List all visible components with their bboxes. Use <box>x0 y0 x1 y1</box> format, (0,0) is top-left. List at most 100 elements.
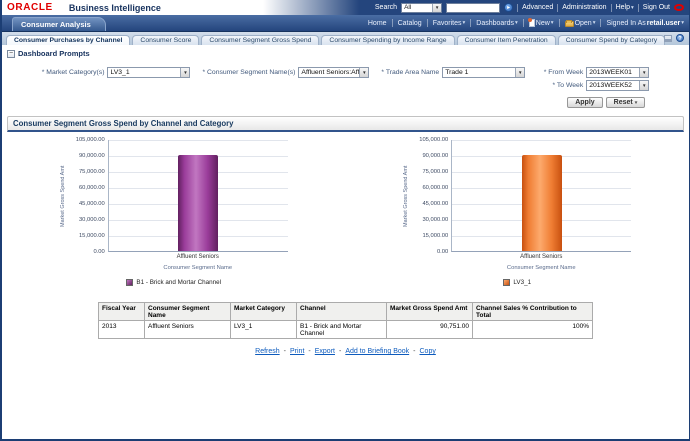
cell-consumer-segment-name: Affluent Seniors <box>144 320 231 339</box>
add-to-briefing-book-link[interactable]: Add to Briefing Book <box>345 348 410 355</box>
dashboard-title-tab[interactable]: Consumer Analysis <box>12 17 106 31</box>
chart-market-category: Market Gross Spend Amt 105,000.00 90,000… <box>346 137 690 286</box>
separator <box>600 19 602 27</box>
separator <box>557 3 559 12</box>
chart-legend: LV3_1 <box>503 279 531 286</box>
y-tick: 15,000.00 <box>422 233 449 239</box>
signed-in-as-label: Signed In As <box>606 19 646 27</box>
tab-consumer-score[interactable]: Consumer Score <box>132 34 200 45</box>
nav-dashboards[interactable]: Dashboards ▾ <box>476 20 518 27</box>
help-menu-label: Help <box>615 4 630 11</box>
tab-consumer-spending-by-income-range[interactable]: Consumer Spending by Income Range <box>321 34 455 45</box>
copy-link[interactable]: Copy <box>419 348 436 355</box>
prompt-trade-area: * Trade Area Name Trade 1 ▼ <box>381 67 526 78</box>
from-week-select[interactable]: 2013WEEK01 ▼ <box>586 67 650 78</box>
page-options-icon[interactable] <box>664 34 672 42</box>
administration-link[interactable]: Administration <box>562 4 607 11</box>
y-tick: 105,000.00 <box>419 137 449 143</box>
legend-swatch <box>126 279 134 286</box>
chevron-down-icon[interactable]: ▼ <box>639 68 649 77</box>
global-header-bar: ORACLE Business Intelligence Search All … <box>2 0 689 15</box>
help-icon[interactable]: ? <box>676 34 684 42</box>
refresh-link[interactable]: Refresh <box>255 348 280 355</box>
to-week-select[interactable]: 2013WEEK52 ▼ <box>586 80 650 91</box>
tab-consumer-spend-by-category[interactable]: Consumer Spend by Category <box>557 34 666 45</box>
nav-home[interactable]: Home <box>367 19 387 27</box>
signed-in-as[interactable]: Signed In As retail.user ▾ <box>606 20 684 27</box>
nav-new[interactable]: New ▾ <box>527 18 554 27</box>
oracle-logo: ORACLE <box>7 2 53 13</box>
tab-consumer-item-penetration[interactable]: Consumer Item Penetration <box>456 34 556 45</box>
prompt-week-range: * From Week 2013WEEK01 ▼ * To Week 2013W… <box>537 67 650 108</box>
chart-legend: B1 - Brick and Mortar Channel <box>126 279 221 286</box>
link-separator: - <box>413 348 416 355</box>
col-market-gross-spend-amt: Market Gross Spend Amt <box>386 302 473 321</box>
search-go-icon[interactable]: ▸ <box>504 3 514 12</box>
table-header-row: Fiscal Year Consumer Segment Name Market… <box>98 302 593 321</box>
chevron-down-icon[interactable]: ▼ <box>359 68 369 77</box>
search-scope-select[interactable]: All ▼ <box>401 2 443 13</box>
section-title: Consumer Segment Gross Spend by Channel … <box>13 119 234 128</box>
nav-open[interactable]: Open ▾ <box>564 19 595 27</box>
nav-open-label: Open <box>574 19 592 27</box>
nav-new-label: New <box>535 19 550 27</box>
chart-bar[interactable] <box>521 155 562 251</box>
cell-channel-sales-contribution: 100% <box>472 320 593 339</box>
chevron-down-icon[interactable]: ▼ <box>432 3 442 12</box>
plot-column: Affluent Seniors Consumer Segment Name <box>107 140 288 271</box>
chevron-down-icon[interactable]: ▼ <box>639 81 649 90</box>
y-tick: 30,000.00 <box>78 217 105 223</box>
y-tick: 0.00 <box>93 249 105 255</box>
prompt-to-week: * To Week 2013WEEK52 ▼ <box>537 80 650 91</box>
results-table: Fiscal Year Consumer Segment Name Market… <box>98 302 593 339</box>
nav-favorites[interactable]: Favorites ▾ <box>433 20 466 27</box>
cell-market-category: LV3_1 <box>230 320 297 339</box>
consumer-segment-select[interactable]: Affluent Seniors:Aff ▼ <box>298 67 370 78</box>
open-folder-icon <box>564 20 574 27</box>
page-tab-strip: Consumer Purchases by Channel Consumer S… <box>2 32 689 45</box>
search-input[interactable] <box>446 2 501 13</box>
market-category-select[interactable]: LV3_1 ▼ <box>107 67 191 78</box>
tab-consumer-segment-gross-spend[interactable]: Consumer Segment Gross Spend <box>201 34 320 45</box>
legend-swatch <box>503 279 511 286</box>
advanced-link[interactable]: Advanced <box>522 4 554 11</box>
product-title: Business Intelligence <box>68 2 161 13</box>
prompt-label: * From Week <box>543 69 584 76</box>
prompt-label: * To Week <box>552 82 584 89</box>
collapse-icon[interactable]: − <box>7 49 15 58</box>
plot-area <box>451 140 632 252</box>
nav-catalog[interactable]: Catalog <box>397 19 422 27</box>
y-tick: 75,000.00 <box>422 169 449 175</box>
reset-button[interactable]: Reset ▾ <box>605 97 646 108</box>
chevron-down-icon: ▾ <box>462 20 466 26</box>
export-link[interactable]: Export <box>314 348 335 355</box>
chart-bar[interactable] <box>178 155 219 251</box>
apply-button[interactable]: Apply <box>567 97 603 108</box>
current-user: retail.user <box>646 19 681 27</box>
chart-body: Market Gross Spend Amt 105,000.00 90,000… <box>403 137 632 271</box>
chevron-down-icon: ▾ <box>550 20 554 26</box>
col-channel-sales-contribution: Channel Sales % Contribution to Total <box>472 302 593 321</box>
print-link[interactable]: Print <box>290 348 305 355</box>
y-tick: 60,000.00 <box>78 185 105 191</box>
y-tick: 45,000.00 <box>78 201 105 207</box>
sign-out-link[interactable]: Sign Out <box>642 4 670 11</box>
separator <box>426 19 428 27</box>
y-tick: 105,000.00 <box>75 137 105 143</box>
y-tick: 0.00 <box>436 249 449 255</box>
search-label: Search <box>374 4 398 11</box>
y-tick: 90,000.00 <box>78 153 105 159</box>
col-market-category: Market Category <box>230 302 297 321</box>
oracle-mark-icon <box>674 4 684 11</box>
plot-column: Affluent Seniors Consumer Segment Name <box>451 140 632 271</box>
y-tick: 30,000.00 <box>422 217 449 223</box>
tab-consumer-purchases-by-channel[interactable]: Consumer Purchases by Channel <box>6 34 131 45</box>
trade-area-select[interactable]: Trade 1 ▼ <box>442 67 526 78</box>
help-menu[interactable]: Help ▾ <box>616 4 634 11</box>
chevron-down-icon[interactable]: ▼ <box>515 68 525 77</box>
cell-market-gross-spend-amt: 90,751.00 <box>386 320 473 339</box>
page-tools: ? <box>664 34 684 42</box>
chevron-down-icon[interactable]: ▼ <box>180 68 190 77</box>
plot-area <box>107 140 288 252</box>
